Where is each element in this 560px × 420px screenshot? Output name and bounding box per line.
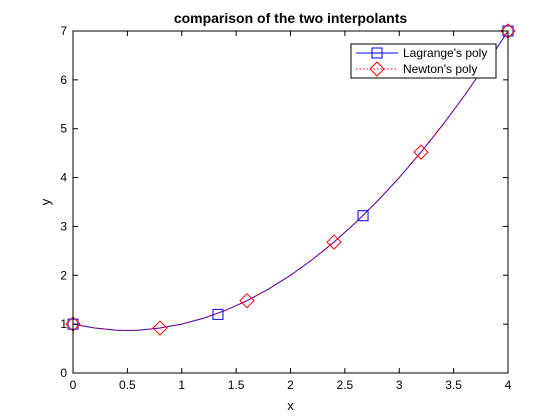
data-point-series-1 <box>357 210 369 222</box>
legend: Lagrange's poly Newton's poly <box>350 43 497 79</box>
data-point-series-2 <box>326 234 342 250</box>
axis-ticks: 0 0.5 1 1.5 2 2.5 3 3.5 4 0 1 2 3 4 5 6 7 <box>60 24 511 392</box>
data-point-series-2 <box>152 320 168 336</box>
y-axis-label: y <box>38 198 53 205</box>
x-tick-label: 1.5 <box>228 378 245 392</box>
x-tick-label: 0 <box>70 378 77 392</box>
legend-label-1: Lagrange's poly <box>403 46 487 60</box>
x-axis-label: x <box>287 398 294 413</box>
series-line-2 <box>72 30 509 331</box>
data-point-series-2 <box>239 292 255 309</box>
x-tick-label: 3.5 <box>445 378 462 392</box>
y-tick-label: 4 <box>60 171 67 185</box>
x-tick-label: 2.5 <box>337 378 354 392</box>
chart-title: comparison of the two interpolants <box>174 10 408 26</box>
x-tick-label: 1 <box>178 378 185 392</box>
legend-marker-2 <box>369 61 385 77</box>
y-tick-label: 3 <box>60 219 67 233</box>
y-tick-label: 2 <box>60 268 67 282</box>
x-tick-label: 0.5 <box>119 378 136 392</box>
y-tick-label: 1 <box>60 317 67 331</box>
y-tick-label: 6 <box>60 73 67 87</box>
y-tick-label: 5 <box>60 122 67 136</box>
legend-label-2: Newton's poly <box>403 62 477 76</box>
y-tick-label: 7 <box>60 24 67 38</box>
plot-area <box>73 31 508 373</box>
x-tick-label: 3 <box>396 378 403 392</box>
series-curves <box>72 30 509 331</box>
x-tick-label: 4 <box>505 378 512 392</box>
legend-box <box>350 43 497 79</box>
legend-marker-1 <box>371 47 383 59</box>
y-tick-label: 0 <box>60 366 67 380</box>
data-point-series-2 <box>413 144 429 160</box>
data-point-series-1 <box>212 308 224 320</box>
x-tick-label: 2 <box>287 378 294 392</box>
